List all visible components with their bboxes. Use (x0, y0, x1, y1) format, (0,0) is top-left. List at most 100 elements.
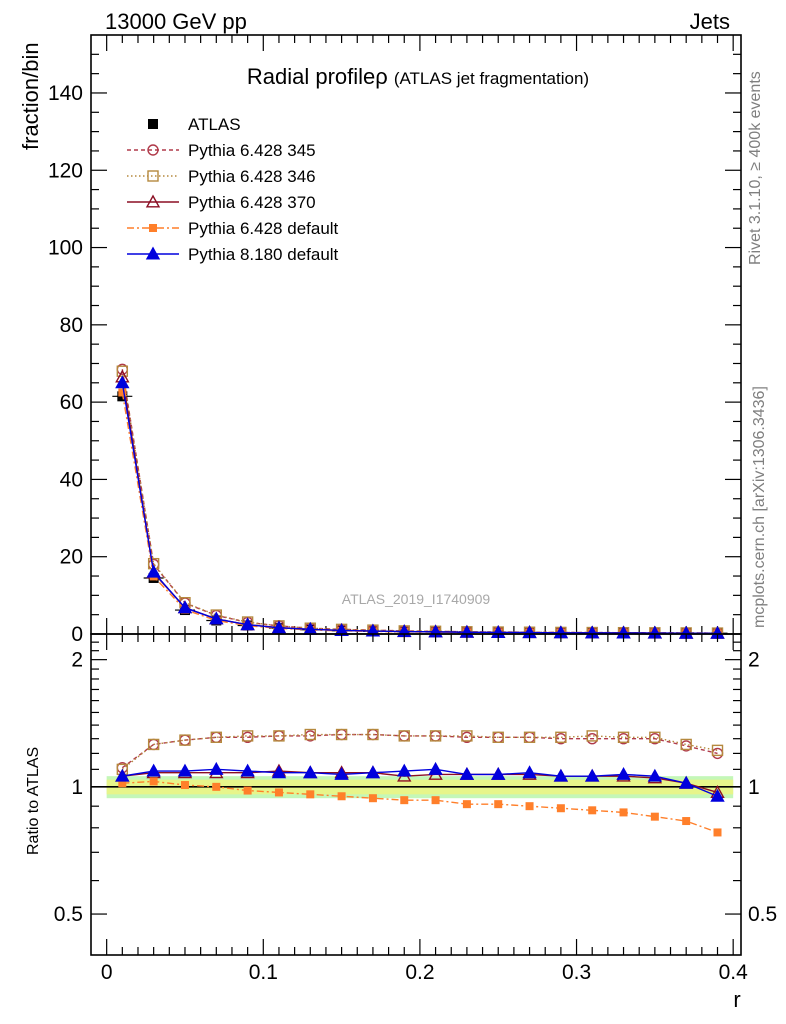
ratio-point-pythia-6-428-default (337, 792, 346, 801)
ratio-point-pythia-6-428-346 (241, 730, 254, 742)
main-ytick-label: 40 (60, 468, 83, 491)
ratio-point-pythia-8-180-default (553, 768, 569, 782)
legend-marker-pythia-6-428-345 (147, 144, 159, 156)
ratio-axes: 0.5 0.5 1 1 2 2 0 0.1 0.2 0.3 0.4 (54, 633, 777, 984)
ratio-point-pythia-6-428-346 (555, 731, 567, 743)
ratio-point-pythia-6-428-346 (617, 731, 630, 743)
ratio-point-pythia-6-428-default (306, 790, 315, 799)
main-panel: 0 20 40 60 80 100 120 140 Radial profileρ (ATLAS… (18, 34, 742, 646)
ratio-point-pythia-6-428-default (650, 812, 659, 821)
ratio-point-pythia-8-180-default (585, 768, 600, 782)
ratio-point-pythia-6-428-346 (523, 731, 536, 743)
ratio-ytick-label-right: 2 (748, 649, 760, 672)
ratio-point-pythia-8-180-default (334, 766, 349, 780)
main-ytick-label: 20 (60, 546, 83, 569)
ratio-point-pythia-6-428-default (212, 782, 221, 791)
x-tick-label: 0.1 (249, 961, 278, 984)
ratio-point-pythia-6-428-346 (179, 734, 191, 746)
legend-label-pythia-6-428-346: Pythia 6.428 346 (188, 167, 316, 186)
x-tick-label: 0.3 (562, 961, 591, 984)
ratio-point-pythia-6-428-346 (429, 730, 442, 742)
main-title-text: Radial profile (247, 64, 375, 89)
ratio-point-pythia-6-428-default (243, 786, 252, 795)
ratio-point-pythia-6-428-default (713, 828, 722, 837)
ratio-point-pythia-8-180-default (491, 766, 506, 780)
ratio-series-pythia-8-180-default (115, 761, 725, 802)
ratio-point-pythia-6-428-default (462, 800, 471, 809)
ratio-point-pythia-6-428-default (274, 788, 283, 797)
side-text-top: Rivet 3.1.10, ≥ 400k events (747, 71, 764, 265)
ratio-frame (90, 633, 742, 956)
ratio-point-pythia-6-428-346 (649, 731, 661, 743)
main-line-pythia-8-180-default (121, 382, 718, 635)
ratio-point-pythia-8-180-default (271, 765, 287, 779)
main-title-symbol: ρ (375, 64, 388, 89)
ratio-point-pythia-8-180-default (240, 763, 255, 777)
main-ytick-label: 100 (48, 237, 83, 260)
ratio-point-pythia-6-428-346 (210, 731, 223, 743)
ratio-point-pythia-8-180-default (710, 788, 725, 802)
ratio-point-pythia-6-428-346 (273, 730, 285, 742)
legend-item-atlas: ATLAS (148, 115, 241, 134)
ratio-point-pythia-6-428-346 (304, 728, 316, 741)
ratio-point-pythia-8-180-default (365, 765, 381, 779)
legend-marker-atlas (148, 119, 158, 129)
x-axis-label: r (733, 987, 740, 1012)
ratio-point-pythia-6-428-default (431, 796, 440, 805)
ratio-ytick-label-left: 1 (71, 776, 83, 799)
ratio-point-pythia-8-180-default (678, 775, 694, 789)
ratio-point-pythia-8-180-default (146, 763, 161, 777)
legend-marker-pythia-8-180-default (145, 246, 161, 260)
main-ytick-label: 140 (48, 82, 83, 105)
ratio-point-pythia-6-428-default (556, 804, 565, 813)
ratio-point-pythia-8-180-default (115, 768, 130, 782)
ratio-point-pythia-8-180-default (397, 763, 412, 777)
ratio-point-pythia-6-428-default (588, 806, 597, 815)
main-point-pythia-8-180-default (209, 611, 224, 625)
ratio-point-pythia-8-180-default (522, 765, 537, 779)
x-tick-label: 0 (101, 961, 113, 984)
legend-marker-pythia-6-428-default (149, 224, 157, 232)
ratio-ytick-label-right: 0.5 (748, 903, 777, 926)
ratio-point-pythia-6-428-default (180, 781, 189, 790)
ratio-point-pythia-8-180-default (177, 763, 193, 777)
ratio-point-pythia-8-180-default (209, 761, 224, 775)
header-left: 13000 GeV pp (105, 9, 247, 34)
main-ylabel: fraction/bin (18, 42, 43, 150)
ratio-series-group (115, 728, 725, 837)
main-ytick-label: 80 (60, 314, 83, 337)
main-point-pythia-8-180-default (240, 617, 255, 631)
x-tick-label: 0.2 (405, 961, 434, 984)
main-point-pythia-8-180-default (146, 564, 161, 578)
ratio-panel: 0.5 0.5 1 1 2 2 0 0.1 0.2 0.3 0.4 Ratio to ATLAS r (25, 633, 777, 1012)
legend-label-atlas: ATLAS (188, 115, 241, 134)
ratio-point-pythia-6-428-346 (147, 738, 160, 751)
header-right: Jets (690, 9, 730, 34)
main-point-pythia-8-180-default (271, 620, 287, 634)
legend-label-pythia-8-180-default: Pythia 8.180 default (188, 245, 339, 264)
watermark: ATLAS_2019_I1740909 (342, 591, 491, 607)
main-point-pythia-8-180-default (177, 600, 193, 614)
legend: ATLAS Pythia 6.428 345 Pythia 6.428 346 Pyt… (127, 115, 339, 264)
ratio-point-pythia-8-180-default (303, 765, 318, 779)
main-title-sub: (ATLAS jet fragmentation) (394, 69, 589, 88)
ratio-point-pythia-6-428-346 (586, 730, 598, 742)
legend-label-pythia-6-428-default: Pythia 6.428 default (188, 219, 339, 238)
ratio-ytick-label-left: 0.5 (54, 903, 83, 926)
ratio-point-pythia-6-428-346 (680, 738, 692, 751)
ratio-point-pythia-6-428-346 (335, 728, 348, 741)
legend-label-pythia-6-428-370: Pythia 6.428 370 (188, 193, 316, 212)
ratio-ytick-label-left: 2 (71, 649, 83, 672)
main-point-pythia-6-428-default (118, 388, 127, 397)
ratio-point-pythia-6-428-default (368, 794, 377, 803)
legend-marker-pythia-6-428-370 (145, 194, 161, 208)
ratio-line-pythia-8-180-default (122, 768, 718, 797)
ratio-point-pythia-6-428-default (118, 779, 127, 788)
ratio-point-pythia-8-180-default (459, 766, 475, 780)
ratio-point-pythia-6-428-default (682, 817, 691, 826)
ratio-point-pythia-6-428-346 (398, 730, 410, 742)
ratio-point-pythia-8-180-default (428, 761, 443, 775)
main-ytick-label: 60 (60, 391, 83, 414)
main-ytick-label: 0 (71, 623, 83, 646)
